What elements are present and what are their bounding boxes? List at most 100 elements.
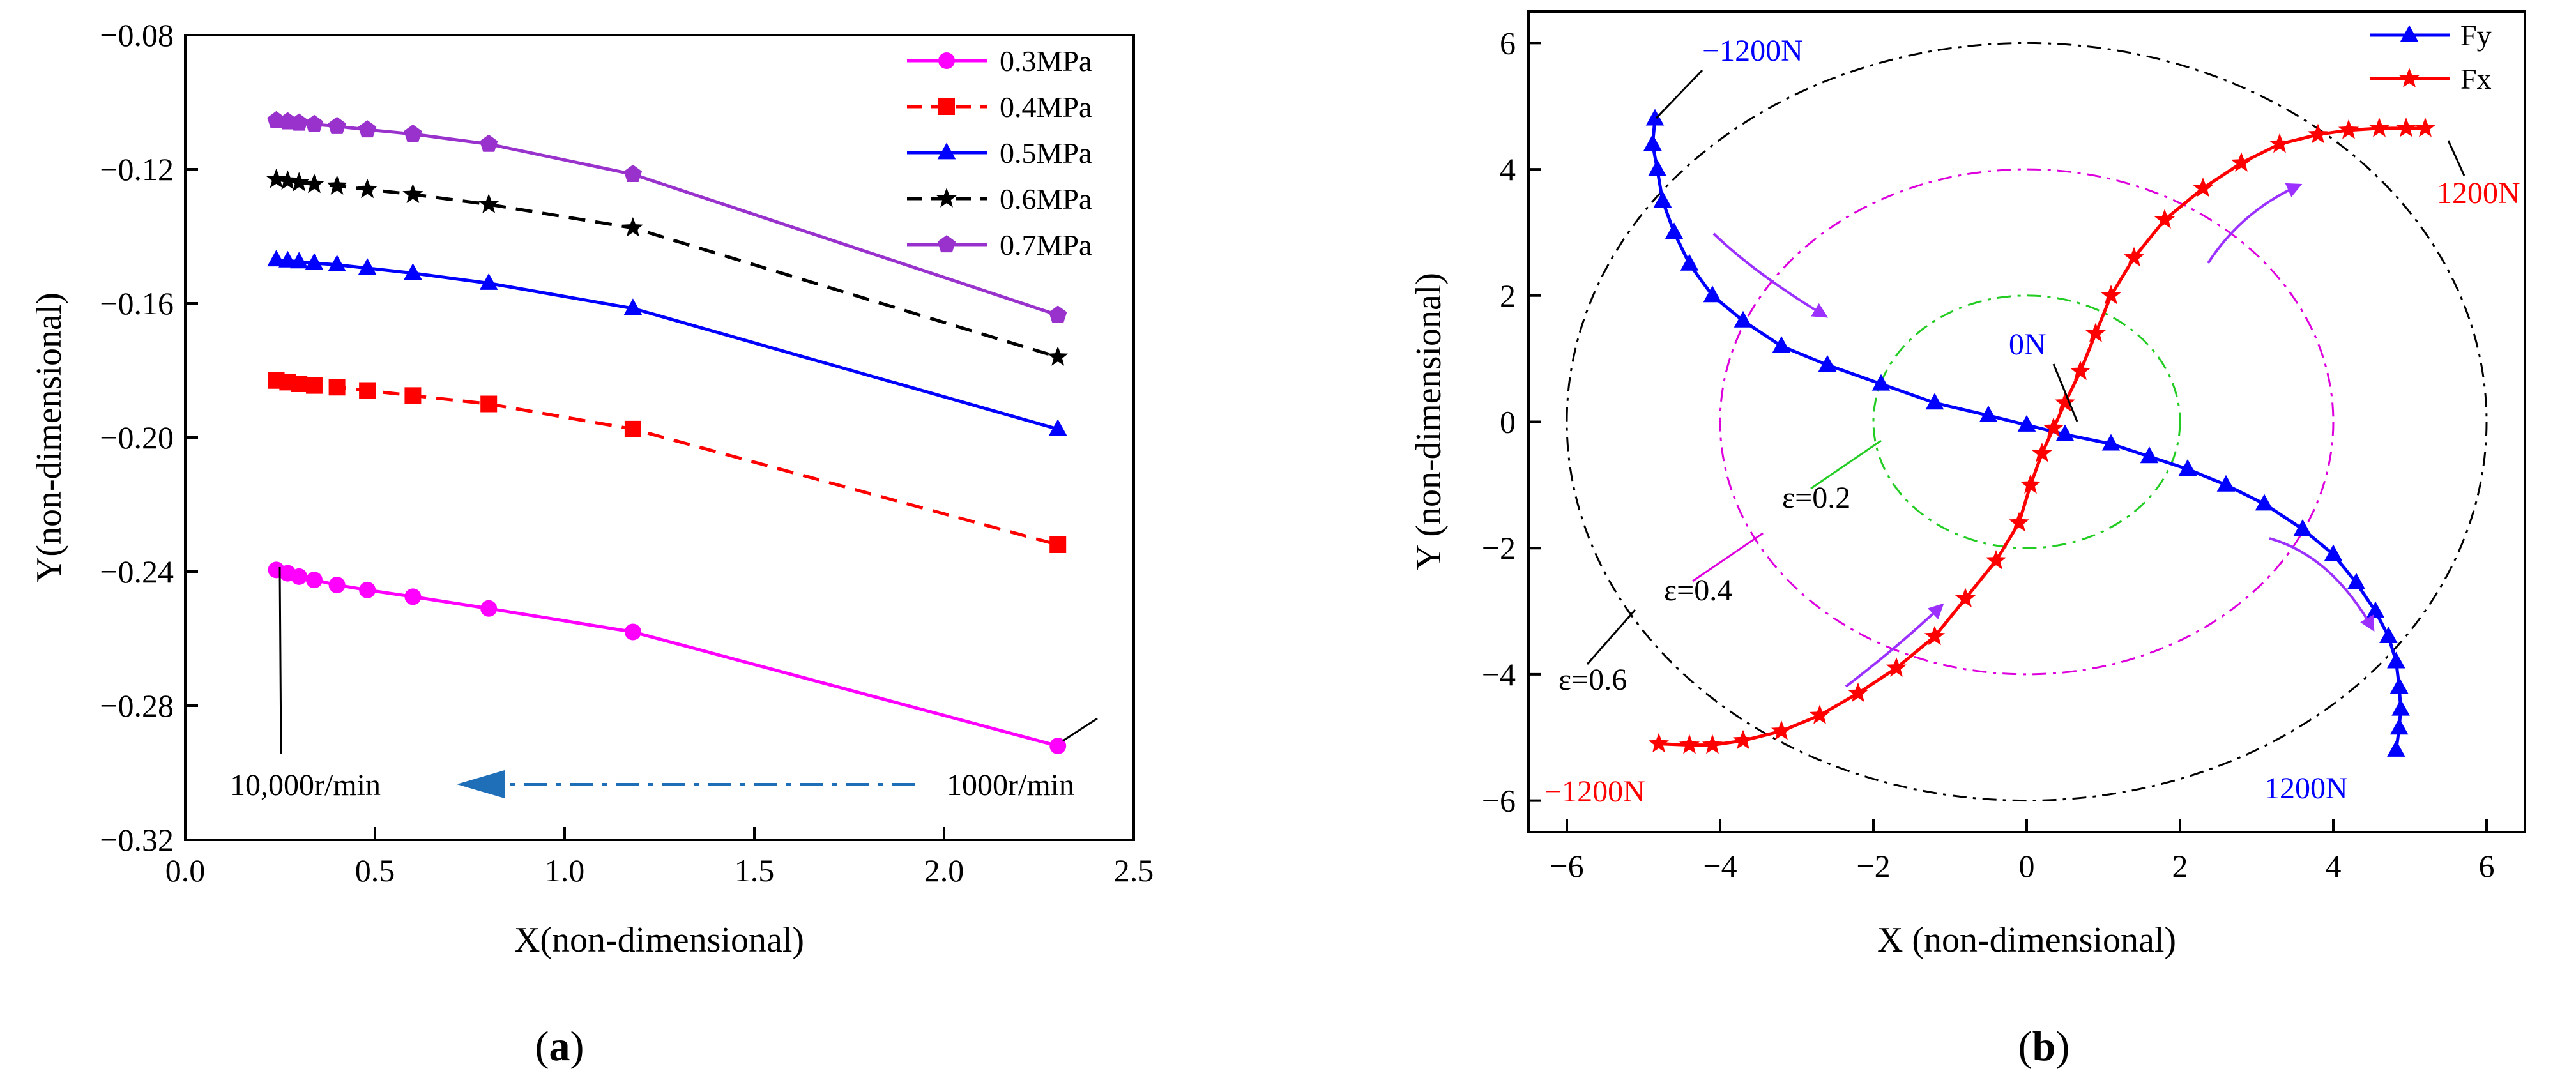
panel-a-chart: 0.0 0.5 1.0 1.5 2.0 2.5 −0.32 −0.28 −0.24 −0.20 −… (29, 17, 1154, 1070)
panel-a-legend-label: 0.6MPa (1000, 183, 1092, 215)
panel-b-series-1-point (2054, 391, 2076, 412)
fx-start-label: −1200N (1544, 775, 1645, 809)
panel-a-series-line-3 (276, 178, 1058, 359)
panel-a-series-4-point (290, 113, 309, 131)
fx-end-leader (2447, 140, 2465, 176)
panel-a-label: (a) (535, 1023, 584, 1070)
panel-a-series-line-2 (276, 258, 1058, 431)
panel-a-series-1-point (1049, 536, 1067, 553)
panel-a-series-1-point (328, 379, 346, 396)
epsilon-0-4-leader (1692, 532, 1764, 582)
panel-a-series-1-point (480, 395, 498, 413)
panel-b-label: (b) (2018, 1023, 2070, 1070)
panel-b-series-0-point (1665, 222, 1684, 239)
panel-b-series-0-point (2347, 572, 2366, 589)
panel-b-series-0-point (1703, 285, 1722, 303)
panel-a-series-3-point (1048, 346, 1069, 366)
panel-a-x-tick-label: 1.5 (735, 853, 775, 888)
panel-b-chart: −6 −4 −2 0 2 4 6 −6 −4 −2 0 2 4 6 X (non-dimensional… (1409, 10, 2526, 1070)
panel-a-series-4-point (1049, 305, 1067, 323)
panel-b-x-tick-label: −6 (1550, 848, 1583, 884)
panel-a-series-line-4 (276, 119, 1058, 317)
panel-a-legend-marker (936, 188, 957, 208)
panel-a-legend-label: 0.5MPa (1000, 137, 1092, 169)
panel-b-series-0-point (2387, 740, 2405, 757)
panel-b-series-1-point (2154, 209, 2176, 229)
panel-a-y-tick-label: −0.20 (100, 420, 174, 455)
panel-a-speed-arrow-head (457, 770, 505, 798)
panel-a-series-0-point (305, 572, 323, 589)
panel-a-series-2-point (623, 298, 643, 315)
panel-b-series-0-point (2387, 651, 2405, 669)
panel-b-y-tick-label: 2 (1500, 278, 1516, 314)
panel-b-series-1-point (2031, 443, 2053, 462)
panel-a-series-4-point (328, 116, 346, 134)
panel-b-series-1-point (1985, 550, 2007, 570)
panel-b-series-0-point (2255, 494, 2274, 511)
panel-a-legend-marker (937, 142, 956, 160)
panel-a-series-2-point (358, 258, 377, 275)
panel-a-y-axis-title: Y(non-dimensional) (29, 292, 69, 582)
rotation-arrow-lower-left (1845, 603, 1944, 688)
panel-a-legend-marker (937, 235, 956, 253)
zero-force-leader (2052, 363, 2078, 422)
panel-b-series-0-point (2379, 626, 2398, 643)
panel-a-series-3-point (402, 183, 423, 203)
panel-a-x-axis-title: X(non-dimensional) (514, 920, 804, 960)
panel-b-series-0-point (2055, 424, 2075, 441)
panel-a-low-speed-leader (1062, 717, 1098, 742)
panel-a-series-3-point (478, 194, 499, 213)
panel-b-series-0-point (2391, 699, 2410, 716)
panel-b-series-1-point (1809, 704, 1831, 724)
epsilon-0-4-label: ε=0.4 (1664, 573, 1732, 607)
panel-b-legend-label: Fy (2460, 19, 2492, 52)
panel-a-x-tick-label: 2.5 (1114, 853, 1154, 888)
panel-a-series-0-point (1049, 738, 1067, 754)
panel-b-y-tick-label: −6 (1482, 783, 1516, 819)
panel-a-series-1-point (291, 376, 308, 392)
panel-b-series-0-point (2101, 434, 2121, 451)
panel-a-x-tick-label: 0.5 (355, 853, 395, 888)
panel-b-y-tick-label: −4 (1482, 657, 1516, 692)
panel-a-series-3-point (277, 170, 298, 190)
rotation-arrow-upper-right (2207, 183, 2303, 264)
panel-a-series-0-point (624, 623, 641, 641)
panel-b-series-1-point (1702, 734, 1723, 754)
panel-b-x-tick-label: −4 (1703, 848, 1737, 884)
panel-a-series-4-point (358, 120, 377, 138)
panel-a-y-tick-label: −0.12 (100, 151, 174, 187)
panel-b-series-1-point (2192, 177, 2214, 197)
panel-b-series-0-point (1648, 159, 1666, 176)
epsilon-0-2-leader (1810, 439, 1882, 490)
panel-a-series-3-point (326, 175, 347, 195)
panel-a-series-0-point (480, 600, 498, 617)
panel-a-series-2-point (289, 252, 309, 269)
panel-a-series-3-point (289, 172, 310, 192)
zero-force-label: 0N (2009, 328, 2046, 361)
panel-b-x-tick-label: 6 (2479, 848, 2495, 884)
panel-a-y-tick-label: −0.32 (100, 822, 174, 858)
panel-b-series-1-point (2395, 118, 2417, 137)
panel-b-series-1-point (1955, 588, 1976, 607)
panel-b-series-0-point (2324, 544, 2343, 561)
panel-b-series-0-point (1979, 406, 1998, 423)
panel-b-series-1-point (2123, 247, 2145, 267)
panel-b-series-0-point (1680, 254, 1699, 271)
epsilon-0-2-label: ε=0.2 (1782, 481, 1850, 515)
panel-b-series-1-point (2008, 512, 2030, 532)
panel-b-series-0-point (2216, 475, 2236, 492)
panel-a-legend-label: 0.3MPa (1000, 45, 1092, 77)
panel-a-series-1-point (624, 420, 641, 437)
panel-b-series-1-point (1847, 682, 1869, 703)
panel-a-series-0-point (359, 581, 376, 598)
panel-b-series-0-point (1653, 190, 1672, 208)
panel-a-legend-label: 0.4MPa (1000, 91, 1092, 123)
panel-a-series-0-point (328, 577, 346, 593)
panel-a-series-3-point (357, 178, 378, 199)
panel-a-x-tick-label: 2.0 (924, 853, 964, 888)
panel-a-series-2-point (479, 273, 498, 290)
panel-b-series-0-point (2389, 718, 2409, 735)
panel-a-x-tick-label: 0.0 (165, 853, 206, 888)
panel-b-series-1-point (1771, 720, 1792, 740)
panel-a-high-speed-label: 10,000r/min (230, 768, 381, 802)
